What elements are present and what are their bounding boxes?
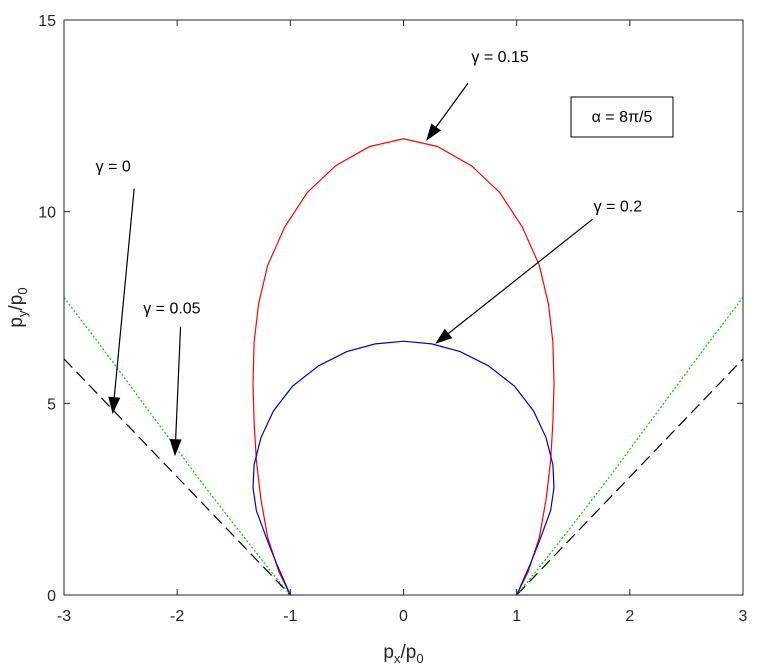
alpha-label: α = 8π/5 <box>592 109 653 126</box>
x-tick-label: -2 <box>170 608 184 625</box>
annotation-label: γ = 0.2 <box>594 199 643 216</box>
alpha-textbox <box>570 96 674 138</box>
series-1-line-right <box>516 297 743 595</box>
x-tick-label: 2 <box>625 608 634 625</box>
x-tick-label: 3 <box>739 608 748 625</box>
series-2-line <box>252 138 555 595</box>
axes-layer: -3 -2 -1 0 1 2 3 0 5 10 15 <box>38 13 747 625</box>
series-0-line-right <box>516 358 743 595</box>
series-0-line <box>64 358 291 595</box>
annotation-arrow-shaft <box>435 82 469 128</box>
annotation-arrow-head <box>435 328 453 344</box>
annotation-arrow-head <box>108 396 121 415</box>
x-tick-label: 1 <box>512 608 521 625</box>
x-tick-label: -3 <box>57 608 71 625</box>
y-axis-label: py/p0 <box>6 287 30 327</box>
y-tick-label: 0 <box>47 588 56 605</box>
annotation-arrow-head <box>169 438 182 457</box>
annotation-arrow-shaft <box>448 218 593 334</box>
x-axis-label: px/p0 <box>383 642 423 666</box>
annotation-arrow-head <box>426 123 441 141</box>
annotation-arrow-shaft <box>113 188 135 398</box>
y-tick-label: 15 <box>38 13 56 30</box>
y-tick-label: 10 <box>38 205 56 222</box>
y-tick-label: 5 <box>47 396 56 413</box>
annotation-layer: γ = 0.15 γ = 0.2 γ = 0 γ = 0.05 α = 8π/5 <box>96 49 674 457</box>
x-tick-label: 0 <box>399 608 408 625</box>
x-tick-label: -1 <box>283 608 297 625</box>
series-layer <box>64 138 743 595</box>
annotation-label: γ = 0.15 <box>471 49 528 66</box>
annotation-arrow-shaft <box>175 326 182 440</box>
annotation-label: γ = 0 <box>96 158 131 175</box>
series-3-line <box>252 340 555 595</box>
annotation-label: γ = 0.05 <box>143 300 200 317</box>
series-1-line <box>64 297 291 595</box>
